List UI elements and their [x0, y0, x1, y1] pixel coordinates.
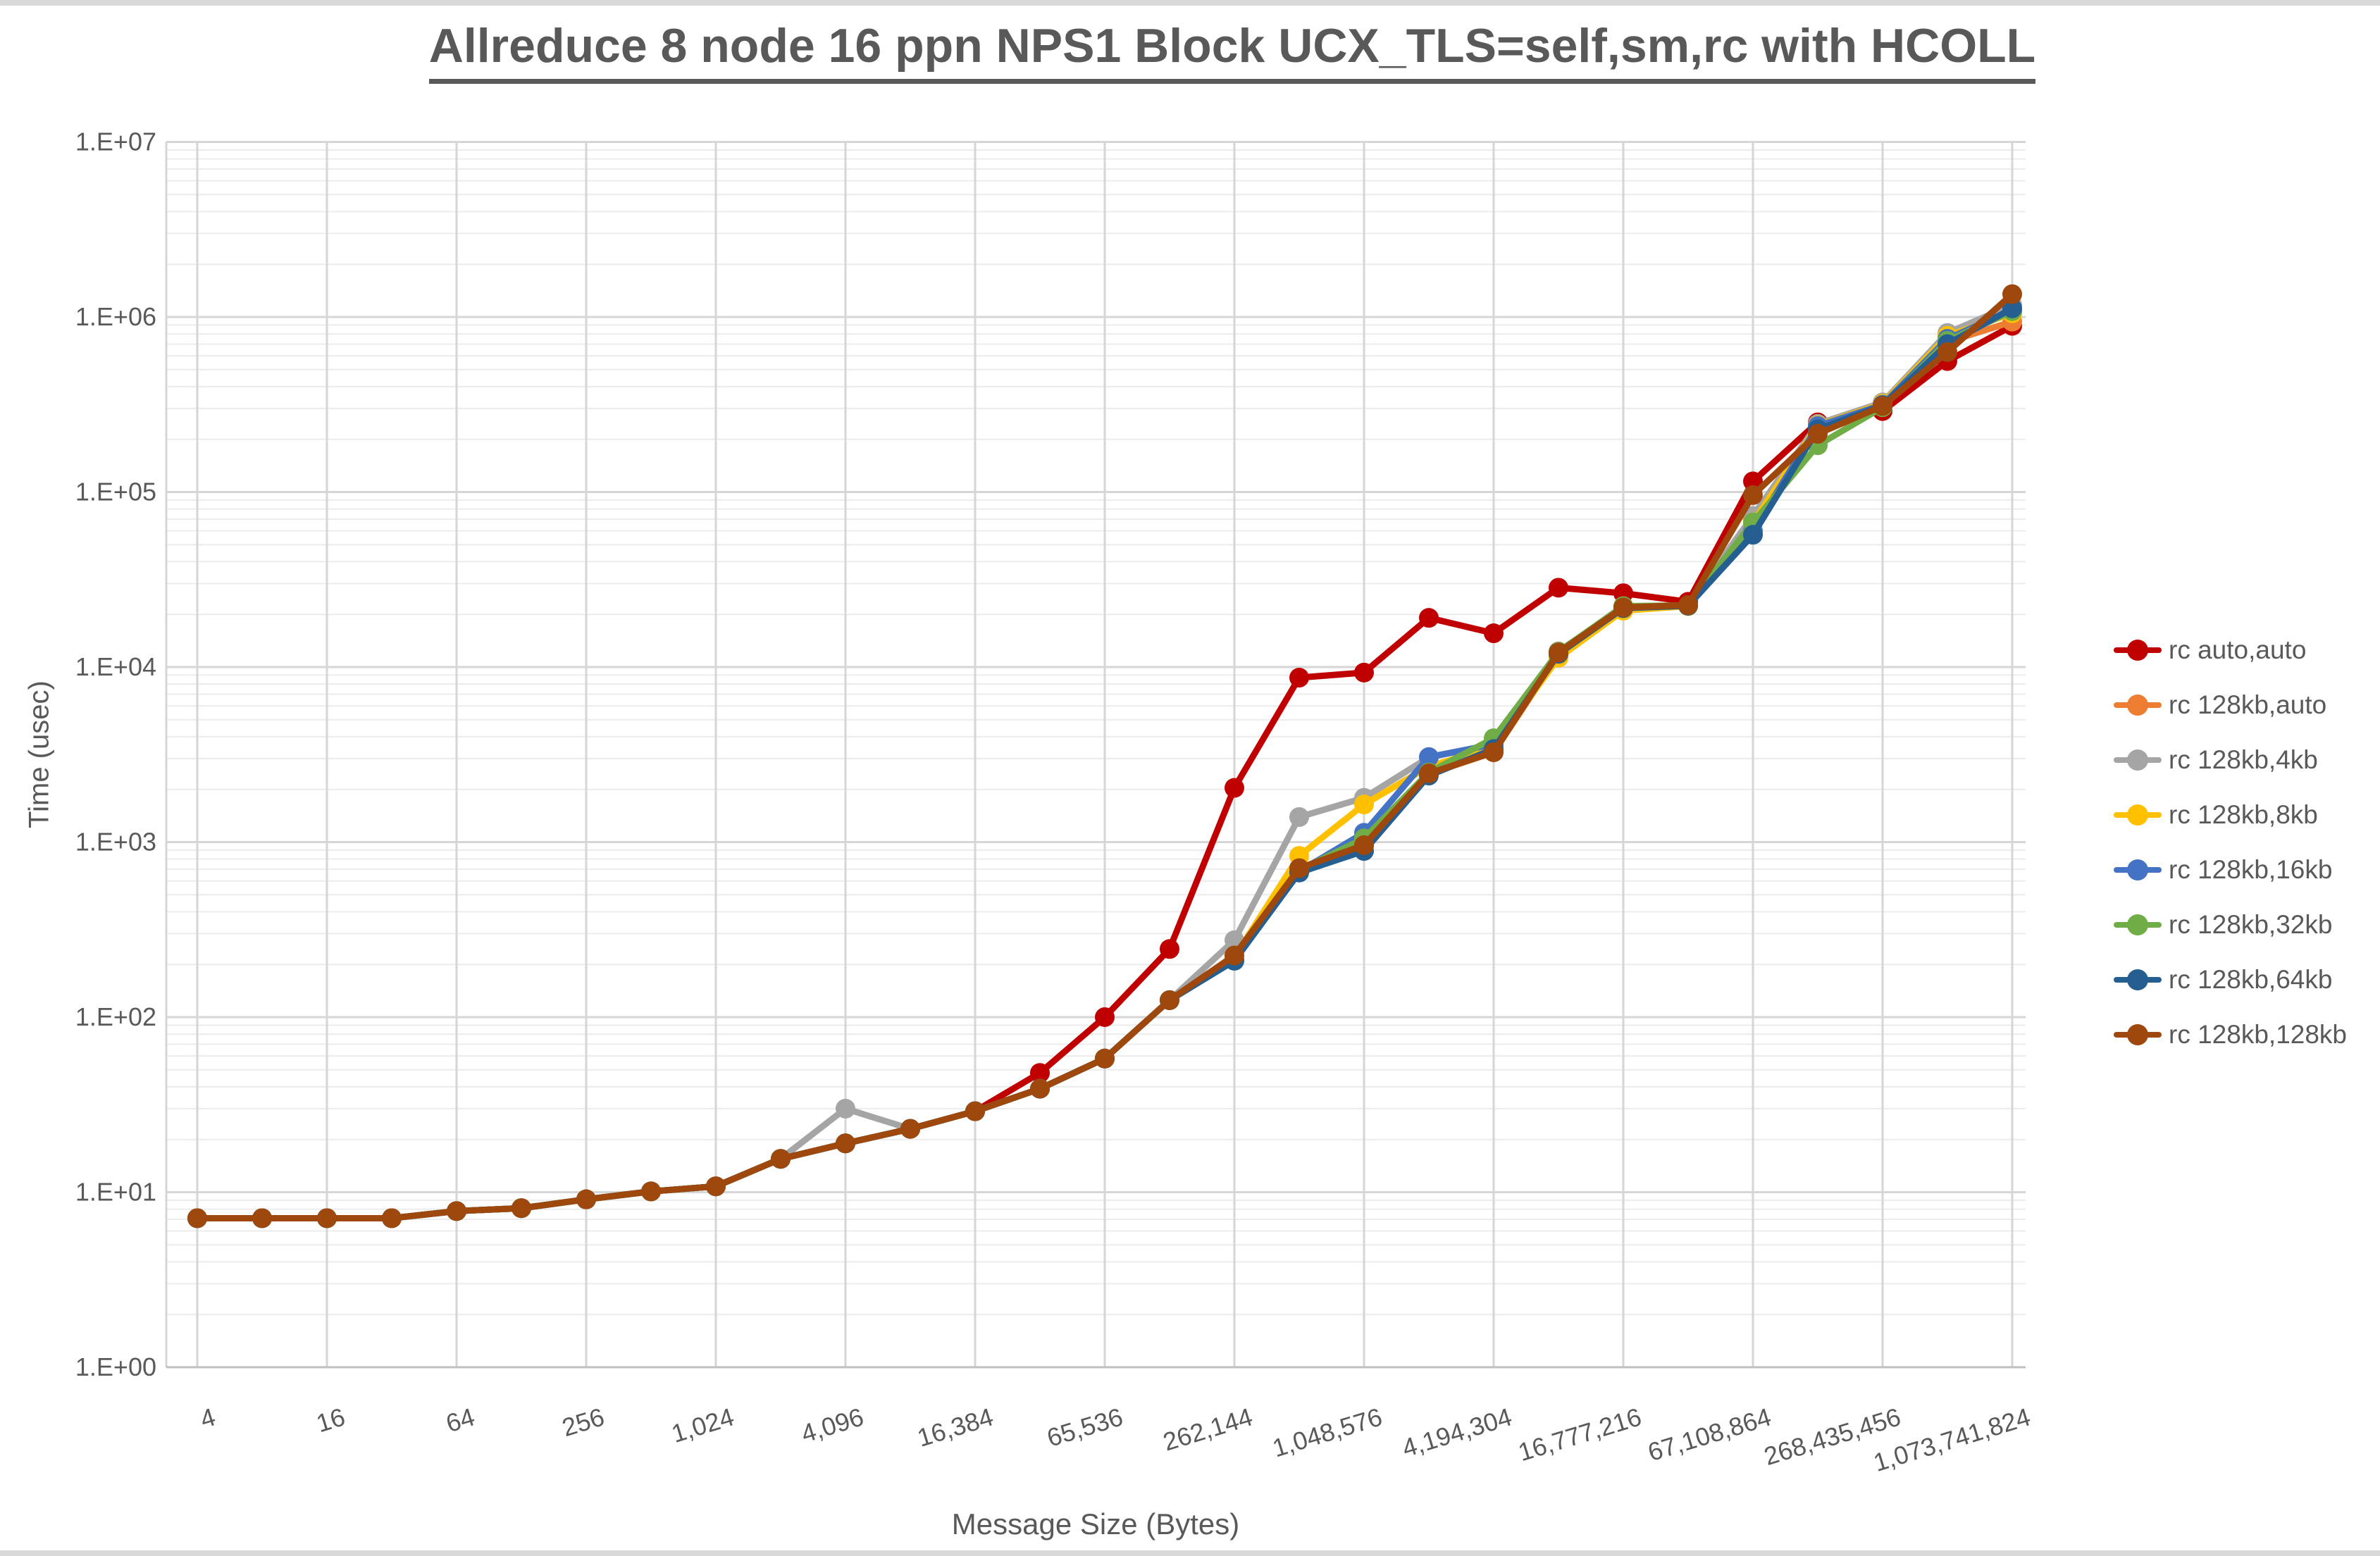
data-point-marker [187, 1208, 207, 1228]
legend-item-rc-128kb-64kb[interactable]: rc 128kb,64kb [2114, 952, 2376, 1007]
data-point-marker [1289, 668, 1309, 688]
data-point-marker [1938, 342, 1957, 362]
legend-item-rc-128kb-16kb[interactable]: rc 128kb,16kb [2114, 842, 2376, 897]
legend-label: rc 128kb,16kb [2169, 855, 2333, 884]
data-point-marker [1549, 578, 1568, 598]
data-point-marker [512, 1198, 531, 1219]
data-point-marker [1484, 742, 1504, 762]
x-tick-label: 65,536 [1043, 1402, 1126, 1452]
legend-marker-icon [2114, 859, 2162, 880]
legend-item-rc-auto-auto[interactable]: rc auto,auto [2114, 623, 2376, 678]
legend-item-rc-128kb-32kb[interactable]: rc 128kb,32kb [2114, 897, 2376, 952]
legend-marker-icon [2114, 695, 2162, 716]
data-point-marker [1289, 807, 1309, 827]
data-point-marker [576, 1189, 596, 1209]
data-point-marker [317, 1208, 337, 1228]
data-point-marker [1419, 608, 1439, 628]
legend-marker-icon [2114, 914, 2162, 935]
y-axis-title: Time (usec) [23, 680, 55, 828]
bottom-window-strip [0, 1550, 2380, 1556]
legend-item-rc-128kb-128kb[interactable]: rc 128kb,128kb [2114, 1007, 2376, 1062]
x-tick-label: 16,777,216 [1515, 1402, 1644, 1467]
data-point-marker [1354, 795, 1374, 815]
data-point-marker [1873, 396, 1892, 416]
data-point-marker [771, 1149, 791, 1169]
data-point-marker [900, 1119, 920, 1139]
y-tick-label: 1.E+06 [75, 302, 156, 331]
legend-marker-icon [2114, 1024, 2162, 1045]
data-point-marker [2002, 284, 2022, 304]
x-tick-label: 1,048,576 [1269, 1402, 1385, 1462]
data-point-marker [1484, 623, 1504, 644]
data-point-marker [1549, 642, 1568, 663]
x-tick-label: 262,144 [1160, 1402, 1256, 1456]
data-point-marker [1419, 763, 1439, 783]
y-tick-label: 1.E+01 [75, 1178, 156, 1207]
data-point-marker [1160, 990, 1179, 1010]
legend-marker-icon [2114, 640, 2162, 661]
legend-label: rc auto,auto [2169, 635, 2307, 664]
data-point-marker [1808, 423, 1828, 444]
data-point-marker [2002, 298, 2022, 318]
data-point-marker [1030, 1078, 1050, 1099]
x-tick-label: 16 [313, 1402, 348, 1438]
y-tick-label: 1.E+04 [75, 652, 156, 681]
data-point-marker [1678, 595, 1698, 616]
x-tick-label: 64 [442, 1402, 478, 1438]
legend-item-rc-128kb-auto[interactable]: rc 128kb,auto [2114, 678, 2376, 733]
data-point-marker [1743, 485, 1763, 505]
data-point-marker [1613, 597, 1633, 618]
data-point-marker [382, 1208, 402, 1228]
x-tick-label: 4,096 [798, 1402, 867, 1448]
series-rc-128kb-128kb [187, 284, 2022, 1228]
data-point-marker [1095, 1007, 1115, 1027]
data-point-marker [965, 1101, 985, 1121]
legend-marker-icon [2114, 804, 2162, 826]
data-point-marker [836, 1098, 855, 1119]
data-point-marker [1030, 1063, 1050, 1083]
legend-label: rc 128kb,128kb [2169, 1020, 2348, 1049]
x-tick-label: 67,108,864 [1644, 1402, 1774, 1467]
x-tick-label: 1,024 [668, 1402, 737, 1448]
legend-label: rc 128kb,8kb [2169, 800, 2318, 829]
x-tick-label: 4,194,304 [1399, 1402, 1515, 1462]
y-tick-label: 1.E+03 [75, 828, 156, 857]
legend-marker-icon [2114, 749, 2162, 771]
data-point-marker [1225, 945, 1244, 966]
y-tick-label: 1.E+05 [75, 478, 156, 506]
x-tick-label: 4 [197, 1402, 218, 1433]
y-tick-label: 1.E+02 [75, 1002, 156, 1031]
legend-label: rc 128kb,64kb [2169, 965, 2333, 994]
data-point-marker [706, 1176, 726, 1197]
legend-label: rc 128kb,4kb [2169, 745, 2318, 774]
data-point-marker [1743, 525, 1763, 545]
x-tick-label: 256 [559, 1402, 607, 1442]
legend-label: rc 128kb,auto [2169, 690, 2327, 719]
y-tick-label: 1.E+07 [75, 127, 156, 156]
legend-label: rc 128kb,32kb [2169, 910, 2333, 939]
data-point-marker [1354, 662, 1374, 683]
data-point-marker [1160, 939, 1179, 959]
data-point-marker [252, 1208, 272, 1228]
data-point-marker [1289, 858, 1309, 878]
legend: rc auto,auto rc 128kb,auto rc 128kb,4kb rc … [2114, 623, 2376, 1062]
data-point-marker [641, 1181, 661, 1202]
top-window-strip [0, 0, 2380, 6]
legend-item-rc-128kb-8kb[interactable]: rc 128kb,8kb [2114, 788, 2376, 842]
x-tick-label: 16,384 [914, 1402, 996, 1452]
data-point-marker [836, 1133, 855, 1154]
data-point-marker [1354, 835, 1374, 855]
data-point-marker [1225, 778, 1244, 798]
data-point-marker [1095, 1048, 1115, 1069]
y-tick-label: 1.E+00 [75, 1352, 156, 1381]
data-point-marker [447, 1201, 466, 1221]
legend-item-rc-128kb-4kb[interactable]: rc 128kb,4kb [2114, 733, 2376, 788]
data-point-marker [1419, 747, 1439, 767]
x-axis-title: Message Size (Bytes) [951, 1507, 1240, 1541]
legend-marker-icon [2114, 969, 2162, 990]
